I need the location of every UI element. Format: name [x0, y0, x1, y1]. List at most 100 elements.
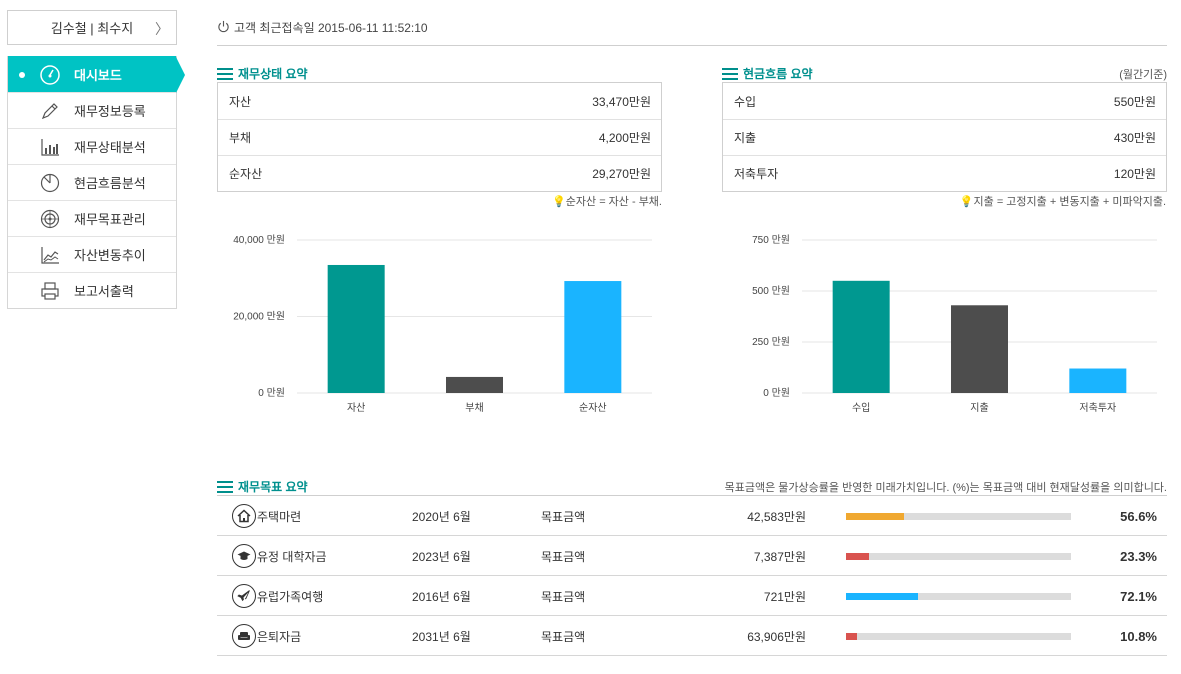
sidebar-item-label: 현금흐름분석: [74, 176, 146, 191]
user-names: 김수철 | 최수지: [50, 21, 134, 36]
pencil-icon: [38, 99, 62, 123]
goal-name: 주택마련: [257, 509, 302, 524]
section-title: 현금흐름 요약: [743, 67, 813, 81]
table-row: 수입 550만원: [723, 83, 1166, 119]
goal-progress-bar: [846, 616, 1071, 656]
goal-row[interactable]: 유럽가족여행 2016년 6월 목표금액 721만원 72.1%: [217, 576, 1167, 616]
armchair-icon: [232, 624, 256, 648]
goal-row[interactable]: 유정 대학자금 2023년 6월 목표금액 7,387만원 23.3%: [217, 536, 1167, 576]
goal-amount: 63,906만원: [747, 629, 806, 644]
goals-title: 재무목표 요약: [217, 478, 308, 495]
goal-percent: 23.3%: [1120, 548, 1157, 564]
goal-amount-label: 목표금액: [541, 549, 586, 564]
row-label: 수입: [734, 94, 757, 109]
goal-date: 2031년 6월: [412, 629, 471, 644]
chevron-right-icon: 〉: [155, 21, 169, 37]
y-tick-label: 750 만원: [752, 234, 790, 246]
goal-percent: 10.8%: [1120, 628, 1157, 644]
target-icon: [38, 207, 62, 231]
financial-status-title: 재무상태 요약: [217, 65, 308, 82]
row-value: 430만원: [1113, 131, 1156, 145]
pie-chart-icon: [38, 171, 62, 195]
goal-percent: 72.1%: [1120, 588, 1157, 604]
sidebar-item-report-print[interactable]: 보고서출력: [8, 272, 176, 308]
bar: [1069, 368, 1127, 393]
goal-progress-bar: [846, 496, 1071, 536]
bar: [446, 376, 503, 393]
row-value: 33,470만원: [592, 94, 651, 109]
goal-date: 2023년 6월: [412, 549, 471, 564]
list-icon: [217, 67, 233, 80]
goals-note: 목표금액은 물가상승률을 반영한 미래가치입니다. (%)는 목표금액 대비 현…: [724, 482, 1167, 494]
cash-flow-title: 현금흐름 요약: [722, 65, 813, 82]
goal-amount: 42,583만원: [747, 509, 806, 524]
y-tick-label: 250 만원: [752, 336, 790, 348]
power-icon: [217, 20, 230, 36]
lightbulb-icon: 💡: [552, 196, 566, 208]
row-value: 550만원: [1113, 94, 1156, 109]
row-label: 부채: [229, 131, 252, 145]
list-icon: [217, 480, 233, 493]
x-tick-label: 수입: [852, 401, 870, 414]
goal-date: 2020년 6월: [412, 509, 471, 524]
goal-name: 유럽가족여행: [257, 589, 324, 604]
top-bar: 고객 최근접속일 2015-06-11 11:52:10: [217, 10, 1167, 46]
goal-name: 유정 대학자금: [257, 549, 327, 564]
active-dot: [19, 72, 25, 78]
goal-row[interactable]: 은퇴자금 2031년 6월 목표금액 63,906만원 10.8%: [217, 616, 1167, 656]
goal-amount-label: 목표금액: [541, 629, 586, 644]
bar: [951, 305, 1008, 393]
sidebar-item-cash-flow[interactable]: 현금흐름분석: [8, 164, 176, 200]
row-value: 4,200만원: [598, 131, 651, 145]
sidebar-item-label: 재무정보등록: [74, 104, 146, 119]
table-row: 지출 430만원: [723, 119, 1166, 155]
house-icon: [232, 504, 256, 528]
bar: [832, 280, 890, 393]
row-value: 120만원: [1113, 167, 1156, 181]
printer-icon: [38, 279, 62, 303]
goal-amount: 721만원: [763, 589, 806, 604]
lightbulb-icon: 💡: [959, 196, 974, 208]
row-value: 29,270만원: [592, 167, 651, 181]
sidebar-item-dashboard[interactable]: 대시보드: [8, 56, 185, 93]
airplane-icon: [232, 584, 256, 608]
goal-progress-bar: [846, 576, 1071, 616]
row-label: 자산: [229, 94, 252, 109]
table-row: 순자산 29,270만원: [218, 155, 661, 191]
sidebar-nav: 대시보드 재무정보등록 재무상태분석 현금흐름분석 재무목표관리 자산변동추이: [7, 56, 185, 309]
last-login-text: 고객 최근접속일 2015-06-11 11:52:10: [234, 21, 428, 35]
bar: [564, 281, 622, 393]
section-title: 재무상태 요약: [238, 67, 308, 81]
y-tick-label: 20,000 만원: [233, 311, 285, 323]
table-row: 자산 33,470만원: [218, 83, 661, 119]
line-chart-icon: [38, 243, 62, 267]
sidebar-item-goals[interactable]: 재무목표관리: [8, 200, 176, 236]
goal-amount-label: 목표금액: [541, 589, 586, 604]
sidebar-item-label: 자산변동추이: [74, 248, 146, 263]
section-title: 재무목표 요약: [238, 480, 308, 494]
goal-percent: 56.6%: [1120, 508, 1157, 524]
y-tick-label: 0 만원: [258, 387, 285, 399]
y-tick-label: 0 만원: [763, 387, 790, 399]
row-label: 지출: [734, 131, 757, 145]
hint-text: 지출 = 고정지출 + 변동지출 + 미파악지출.: [973, 196, 1166, 208]
goal-amount: 7,387만원: [753, 549, 806, 564]
table-row: 저축투자 120만원: [723, 155, 1166, 191]
goal-row[interactable]: 주택마련 2020년 6월 목표금액 42,583만원 56.6%: [217, 496, 1167, 536]
list-icon: [722, 67, 738, 80]
speedometer-icon: [38, 63, 62, 87]
sidebar-item-financial-status[interactable]: 재무상태분석: [8, 128, 176, 164]
sidebar-item-label: 재무상태분석: [74, 140, 146, 155]
user-switcher[interactable]: 김수철 | 최수지 〉: [7, 10, 177, 45]
sidebar-item-label: 보고서출력: [74, 284, 134, 299]
sidebar-item-financial-info[interactable]: 재무정보등록: [8, 92, 176, 128]
sidebar-item-asset-trend[interactable]: 자산변동추이: [8, 236, 176, 272]
goal-date: 2016년 6월: [412, 589, 471, 604]
sidebar-item-label: 재무목표관리: [74, 212, 146, 227]
y-tick-label: 40,000 만원: [233, 234, 285, 246]
x-tick-label: 순자산: [579, 402, 607, 414]
monthly-basis-note: (월간기준): [1119, 69, 1167, 81]
sidebar-item-label: 대시보드: [74, 68, 122, 83]
expense-hint: 💡지출 = 고정지출 + 변동지출 + 미파악지출.: [860, 193, 1166, 209]
